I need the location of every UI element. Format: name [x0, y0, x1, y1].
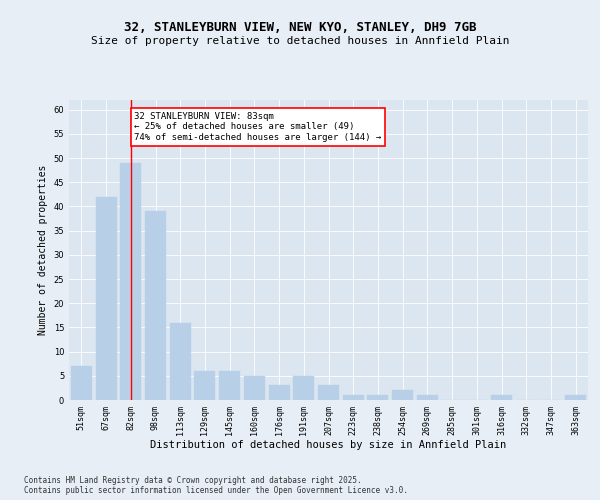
- Bar: [293, 376, 314, 400]
- Bar: [269, 386, 290, 400]
- Text: 32, STANLEYBURN VIEW, NEW KYO, STANLEY, DH9 7GB: 32, STANLEYBURN VIEW, NEW KYO, STANLEY, …: [124, 21, 476, 34]
- Bar: [491, 395, 512, 400]
- Bar: [194, 371, 215, 400]
- Bar: [219, 371, 240, 400]
- Bar: [318, 386, 339, 400]
- Bar: [392, 390, 413, 400]
- Bar: [244, 376, 265, 400]
- Bar: [71, 366, 92, 400]
- Bar: [170, 322, 191, 400]
- Bar: [343, 395, 364, 400]
- Bar: [417, 395, 438, 400]
- Text: Size of property relative to detached houses in Annfield Plain: Size of property relative to detached ho…: [91, 36, 509, 46]
- Bar: [565, 395, 586, 400]
- Bar: [120, 163, 141, 400]
- Bar: [95, 197, 116, 400]
- Text: Contains HM Land Registry data © Crown copyright and database right 2025.
Contai: Contains HM Land Registry data © Crown c…: [24, 476, 408, 495]
- Y-axis label: Number of detached properties: Number of detached properties: [38, 165, 48, 335]
- Bar: [367, 395, 388, 400]
- Text: 32 STANLEYBURN VIEW: 83sqm
← 25% of detached houses are smaller (49)
74% of semi: 32 STANLEYBURN VIEW: 83sqm ← 25% of deta…: [134, 112, 382, 142]
- Bar: [145, 212, 166, 400]
- X-axis label: Distribution of detached houses by size in Annfield Plain: Distribution of detached houses by size …: [151, 440, 506, 450]
